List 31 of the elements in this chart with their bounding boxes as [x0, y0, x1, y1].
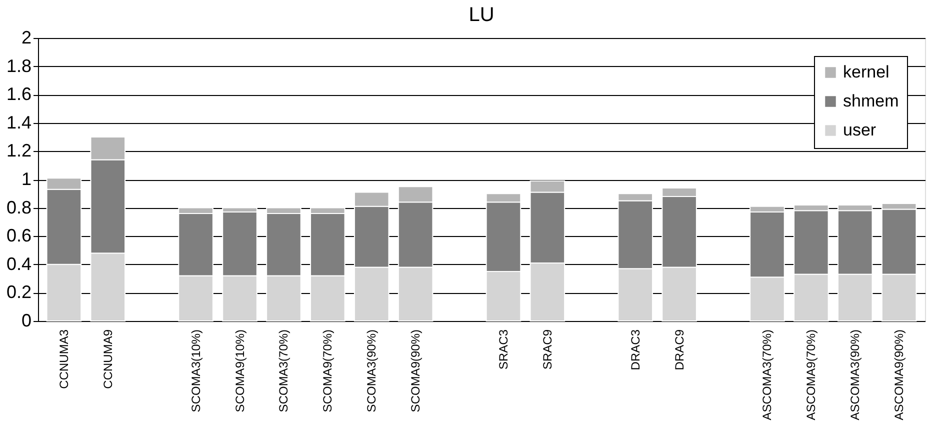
y-tick-label: 1.2	[6, 140, 32, 161]
y-tick-label: 0.4	[6, 254, 32, 274]
y-tick-label: 0.2	[6, 282, 32, 302]
x-tick-label: ASCOMA9(90%)	[892, 330, 906, 420]
x-tick-label: DRAC9	[672, 329, 686, 370]
y-tick-label: 1.4	[6, 112, 32, 132]
y-tick-label: 1.8	[6, 56, 32, 76]
x-tick-label: SCOMA3(90%)	[364, 329, 379, 412]
chart-title: LU	[468, 4, 494, 26]
legend-label: user	[843, 120, 876, 140]
x-tick-label: SCOMA9(90%)	[408, 329, 423, 412]
legend-label: kernel	[843, 62, 890, 82]
x-tick-label: SCOMA3(10%)	[188, 329, 203, 412]
legend-label: shmem	[843, 92, 899, 110]
x-tick-label: ASCOMA9(70%)	[804, 330, 818, 420]
x-tick-label: ASCOMA3(90%)	[848, 330, 862, 420]
x-tick-label: SRAC9	[540, 329, 554, 370]
y-tick-label: 0.8	[6, 197, 32, 218]
x-tick-label: SCOMA9(70%)	[320, 329, 335, 412]
x-tick-label: CCNUMA9	[100, 329, 115, 389]
x-tick-label: CCNUMA3	[56, 329, 71, 389]
x-tick-label: SCOMA9(10%)	[232, 329, 247, 412]
x-tick-label: DRAC3	[628, 329, 642, 370]
y-tick-label: 0.6	[6, 226, 32, 246]
x-tick-label: SRAC3	[496, 329, 510, 370]
x-tick-label: ASCOMA3(70%)	[760, 330, 774, 420]
y-tick-label: 0	[21, 310, 32, 330]
y-tick-label: 1.6	[6, 84, 32, 104]
y-tick-label: 2	[21, 28, 32, 48]
x-tick-label: SCOMA3(70%)	[276, 329, 291, 412]
y-tick-label: 1	[21, 169, 32, 189]
